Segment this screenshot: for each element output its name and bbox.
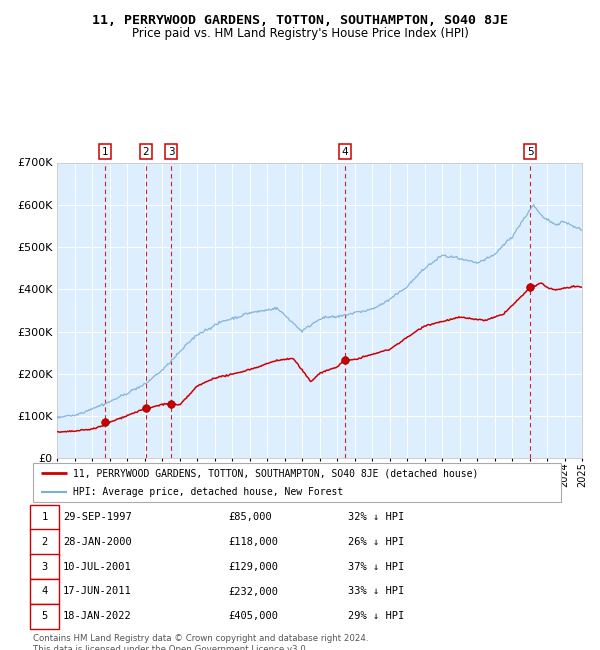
Text: 11, PERRYWOOD GARDENS, TOTTON, SOUTHAMPTON, SO40 8JE (detached house): 11, PERRYWOOD GARDENS, TOTTON, SOUTHAMPT… bbox=[73, 469, 478, 478]
Text: 1: 1 bbox=[102, 147, 109, 157]
Text: 33% ↓ HPI: 33% ↓ HPI bbox=[348, 586, 404, 597]
Text: This data is licensed under the Open Government Licence v3.0.: This data is licensed under the Open Gov… bbox=[33, 645, 308, 650]
FancyBboxPatch shape bbox=[33, 463, 561, 502]
Text: 26% ↓ HPI: 26% ↓ HPI bbox=[348, 537, 404, 547]
Text: £232,000: £232,000 bbox=[228, 586, 278, 597]
Text: 5: 5 bbox=[41, 611, 47, 621]
Text: £129,000: £129,000 bbox=[228, 562, 278, 572]
Text: 2: 2 bbox=[143, 147, 149, 157]
Text: 10-JUL-2001: 10-JUL-2001 bbox=[63, 562, 132, 572]
Text: Contains HM Land Registry data © Crown copyright and database right 2024.: Contains HM Land Registry data © Crown c… bbox=[33, 634, 368, 643]
Text: £405,000: £405,000 bbox=[228, 611, 278, 621]
Text: HPI: Average price, detached house, New Forest: HPI: Average price, detached house, New … bbox=[73, 487, 343, 497]
Text: 17-JUN-2011: 17-JUN-2011 bbox=[63, 586, 132, 597]
Text: 28-JAN-2000: 28-JAN-2000 bbox=[63, 537, 132, 547]
Text: 4: 4 bbox=[342, 147, 349, 157]
Text: 29% ↓ HPI: 29% ↓ HPI bbox=[348, 611, 404, 621]
Text: 3: 3 bbox=[168, 147, 175, 157]
Text: 37% ↓ HPI: 37% ↓ HPI bbox=[348, 562, 404, 572]
Text: £85,000: £85,000 bbox=[228, 512, 272, 523]
Text: 3: 3 bbox=[41, 562, 47, 572]
Text: 18-JAN-2022: 18-JAN-2022 bbox=[63, 611, 132, 621]
Text: 2: 2 bbox=[41, 537, 47, 547]
Text: 5: 5 bbox=[527, 147, 533, 157]
Text: Price paid vs. HM Land Registry's House Price Index (HPI): Price paid vs. HM Land Registry's House … bbox=[131, 27, 469, 40]
Text: 4: 4 bbox=[41, 586, 47, 597]
Text: 29-SEP-1997: 29-SEP-1997 bbox=[63, 512, 132, 523]
Text: 11, PERRYWOOD GARDENS, TOTTON, SOUTHAMPTON, SO40 8JE: 11, PERRYWOOD GARDENS, TOTTON, SOUTHAMPT… bbox=[92, 14, 508, 27]
Text: 1: 1 bbox=[41, 512, 47, 523]
Text: £118,000: £118,000 bbox=[228, 537, 278, 547]
Text: 32% ↓ HPI: 32% ↓ HPI bbox=[348, 512, 404, 523]
